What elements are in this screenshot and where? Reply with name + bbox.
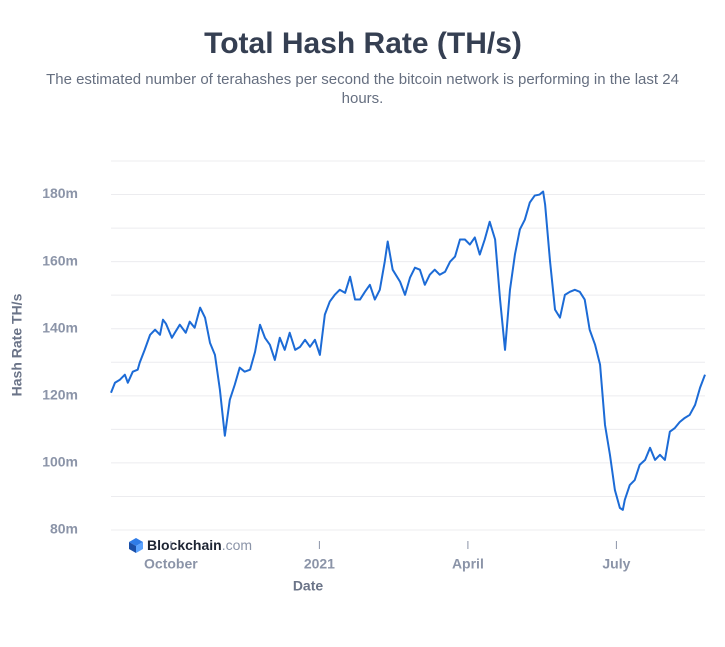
watermark-suffix: .com [222, 537, 252, 553]
watermark-brand: Blockchain.com [147, 537, 252, 553]
subtitle-box: The estimated number of terahashes per s… [46, 71, 679, 107]
x-tick-label: April [452, 556, 484, 572]
y-tick-label: 120m [42, 387, 78, 403]
y-tick-label: 100m [42, 454, 78, 470]
y-tick-label: 80m [50, 521, 78, 537]
y-tick-label: 140m [42, 319, 78, 335]
chart-title: Total Hash Rate (TH/s) [204, 27, 522, 60]
y-tick-label: 160m [42, 252, 78, 268]
y-axis-title: Hash Rate TH/s [9, 293, 25, 396]
line-series [110, 190, 706, 511]
x-tick-label: July [602, 556, 630, 572]
watermark-brand-text: Blockchain [147, 537, 222, 553]
watermark: Blockchain.com [129, 537, 252, 553]
chart-subtitle: The estimated number of terahashes per s… [46, 71, 679, 107]
x-tick-label: 2021 [304, 556, 335, 572]
x-axis-title: Date [293, 578, 324, 594]
x-tick-label: October [144, 556, 198, 572]
y-tick-label: 180m [42, 185, 78, 201]
watermark-logo [129, 538, 143, 553]
